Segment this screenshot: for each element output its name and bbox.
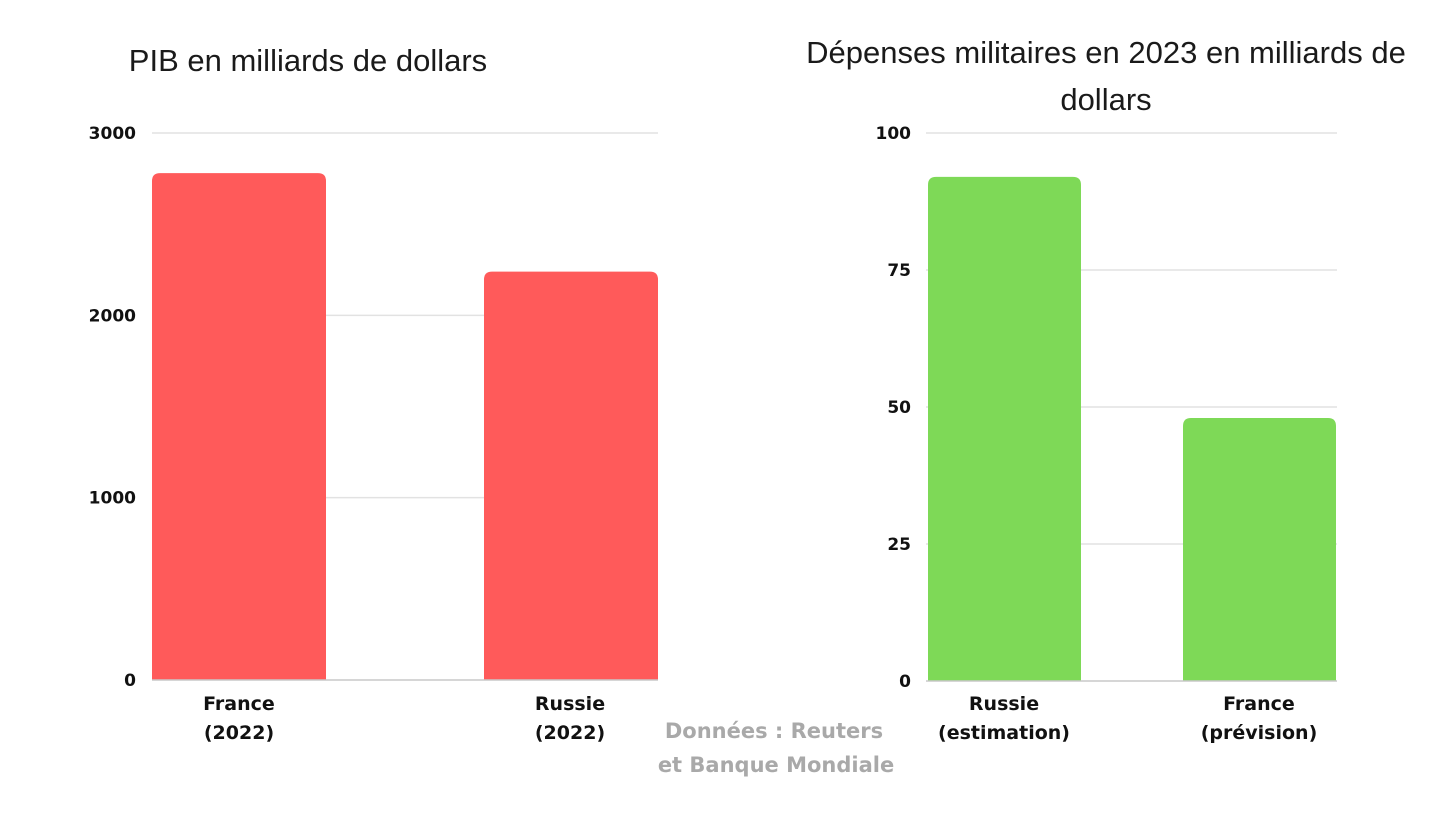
chart-military-x-label: (prévision) [1201,722,1318,744]
chart-military: Dépenses militaires en 2023 en milliards… [806,35,1406,744]
chart-military-bars [928,176,1336,681]
chart-military-bar-france [1183,417,1336,681]
chart-military-y-ticks: 0 25 50 75 100 [876,124,912,692]
chart-gdp-bar-france [152,173,326,680]
chart-gdp-bar-russie [484,271,658,680]
chart-military-bar-russie [928,176,1081,681]
chart-gdp-x-label: (2022) [204,722,274,744]
chart-military-x-label: Russie [969,693,1039,715]
chart-gdp-y-ticks: 0 1000 2000 3000 [89,124,136,691]
chart-military-y-tick-label: 100 [876,124,912,144]
chart-gdp-x-labels: France (2022) Russie (2022) [203,693,605,744]
chart-gdp-bars [152,173,658,680]
chart-gdp-y-tick-label: 0 [124,671,136,691]
chart-military-title-line-2: dollars [1060,82,1151,117]
chart-military-y-tick-label: 0 [899,672,911,692]
chart-gdp-title: PIB en milliards de dollars [129,43,487,78]
chart-gdp-y-tick-label: 1000 [89,489,136,509]
source-note-line-1: Données : Reuters [665,719,883,743]
chart-military-x-label: (estimation) [938,722,1070,744]
chart-gdp-x-label: (2022) [535,722,605,744]
chart-gdp-x-label: France [203,693,275,715]
chart-gdp-y-tick-label: 3000 [89,124,136,144]
source-note-line-2: et Banque Mondiale [658,753,894,777]
chart-gdp-y-tick-label: 2000 [89,306,136,326]
chart-gdp: PIB en milliards de dollars 0 1000 2000 300… [89,43,658,744]
chart-military-y-tick-label: 25 [887,535,911,555]
chart-military-title-line-1: Dépenses militaires en 2023 en milliards… [806,35,1406,70]
chart-gdp-x-label: Russie [535,693,605,715]
chart-military-x-label: France [1223,693,1295,715]
chart-military-y-tick-label: 75 [887,261,911,281]
chart-military-x-labels: Russie (estimation) France (prévision) [938,693,1317,744]
chart-military-y-tick-label: 50 [887,398,911,418]
